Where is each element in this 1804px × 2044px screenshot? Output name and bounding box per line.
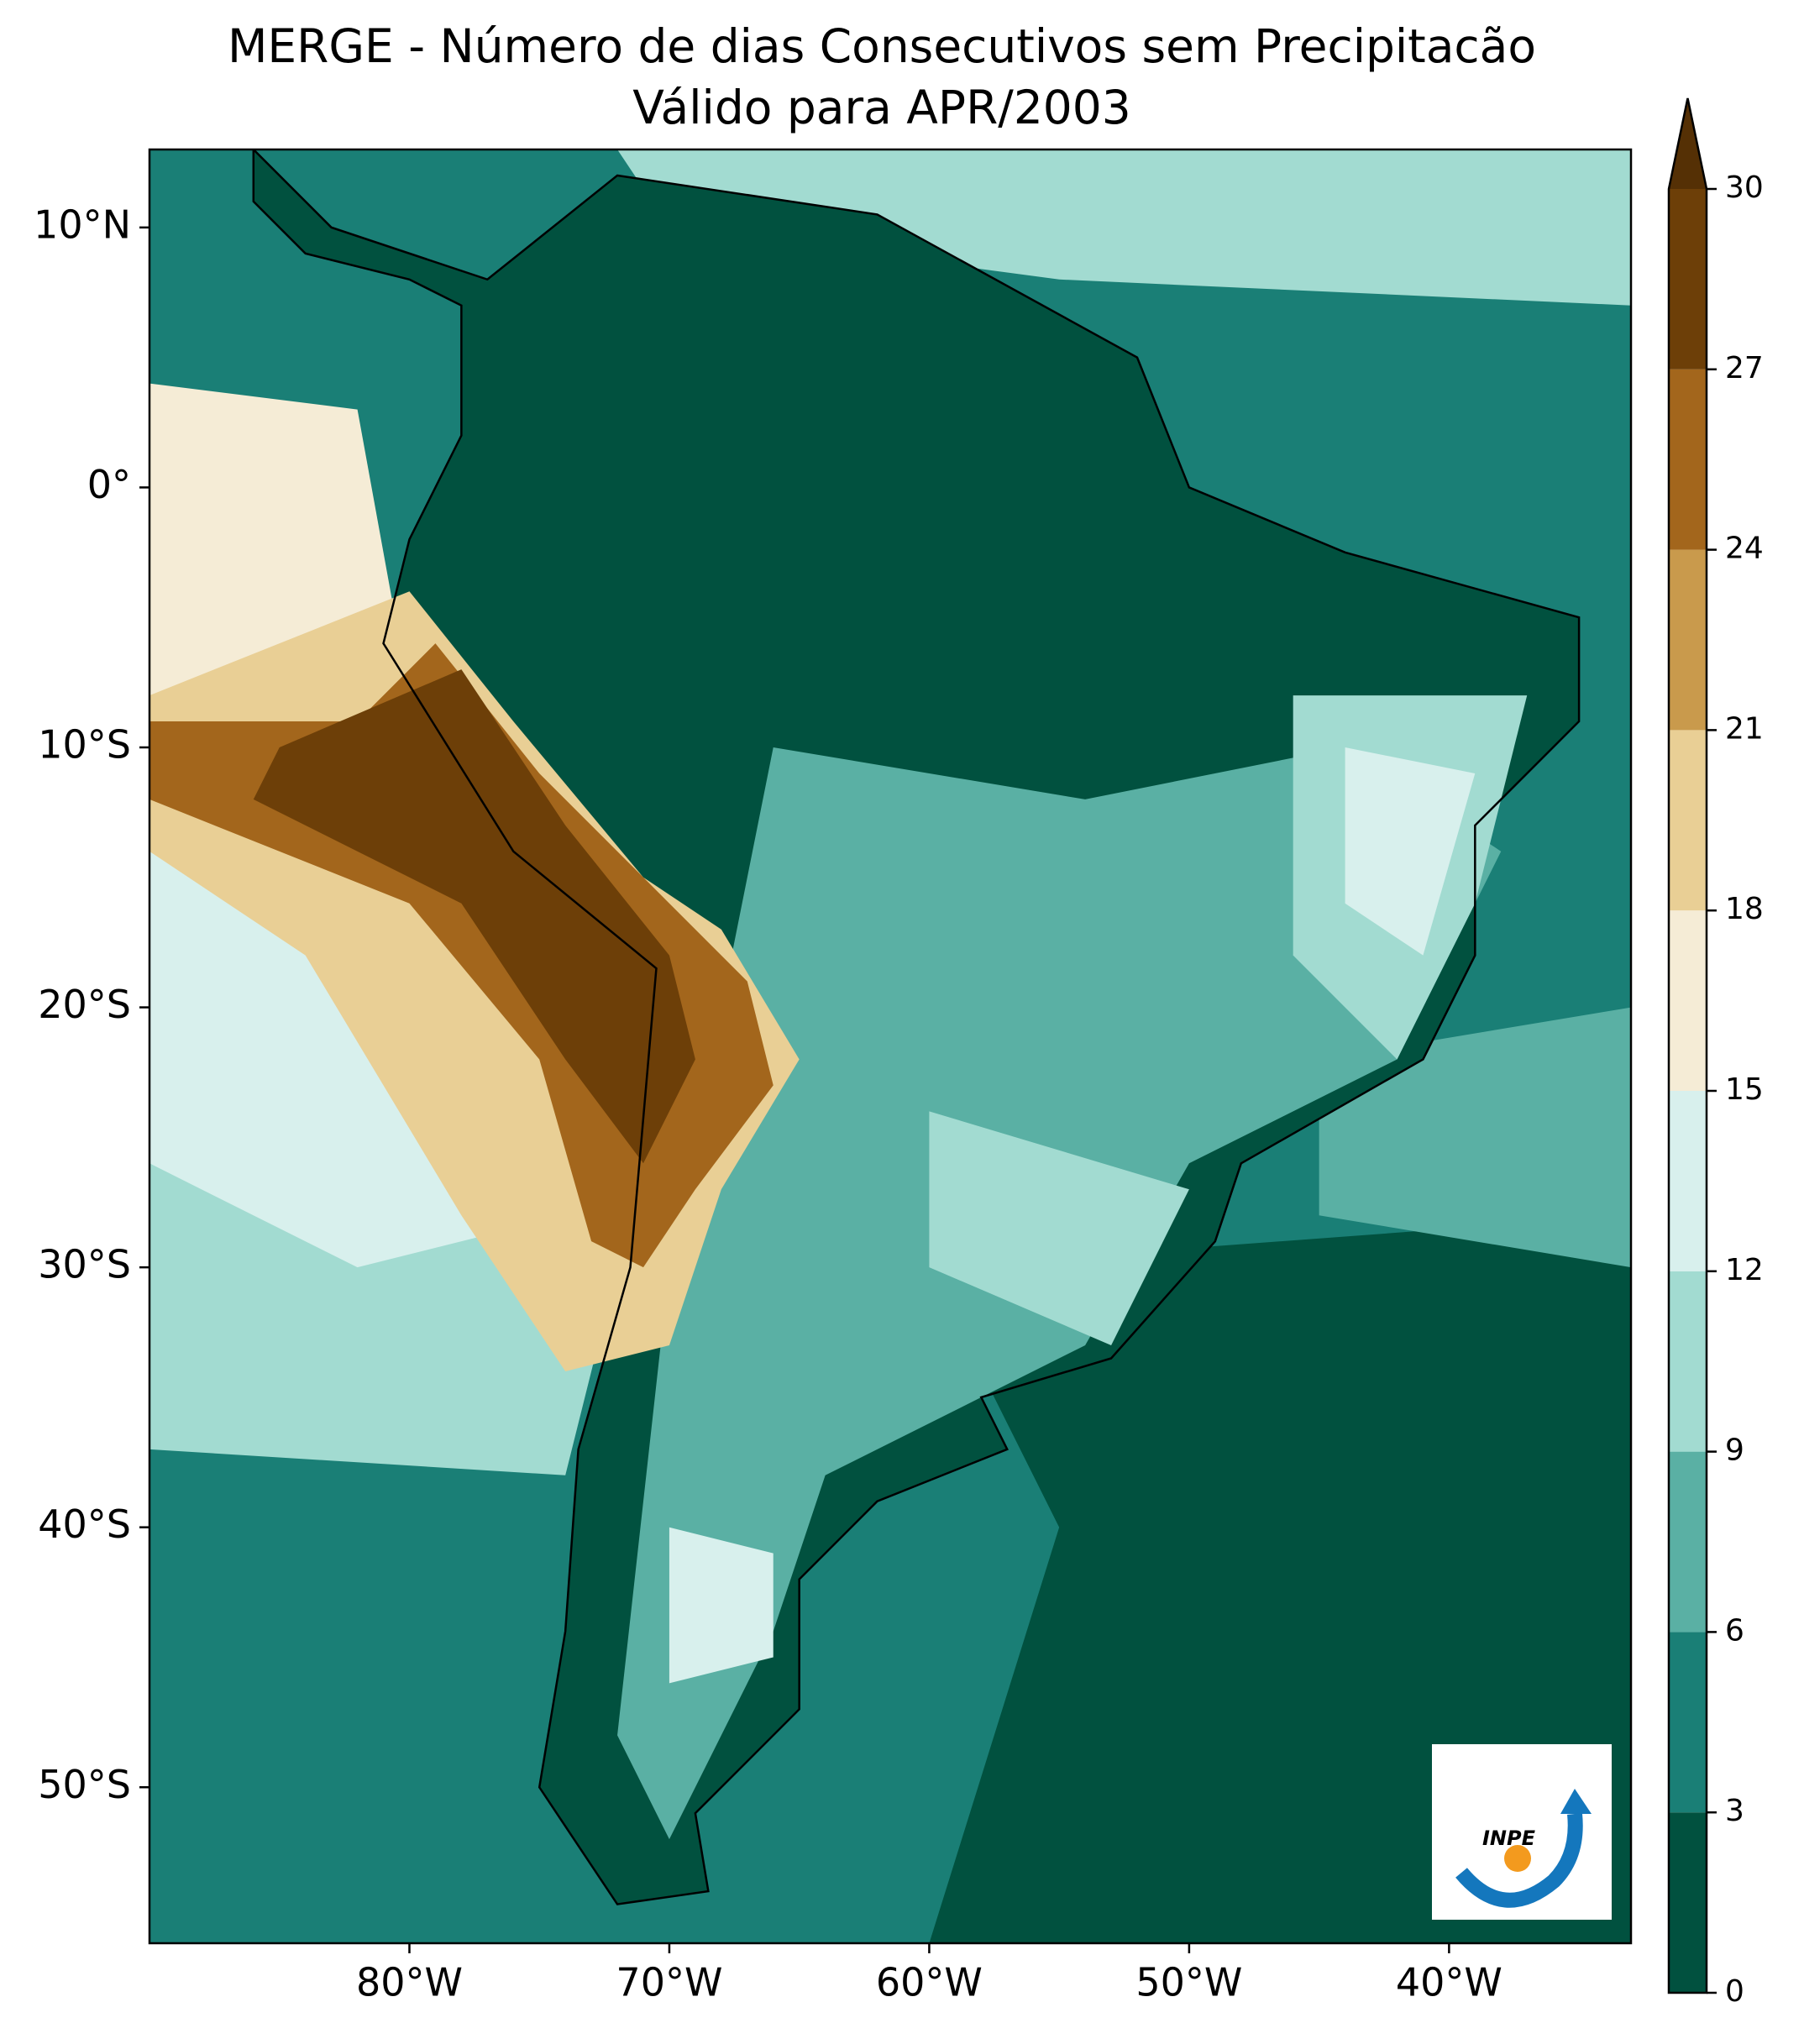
colorbar-frame [1667,97,1708,1994]
logo-arrow [1455,1813,1583,1908]
colorbar-tick-label: 12 [1725,1253,1764,1287]
north-ocean-light [617,149,1631,306]
x-tick-label: 80°W [356,1960,463,2005]
y-tick-label: 0° [87,462,131,507]
logo: INPE [1432,1744,1612,1920]
colorbar-segment [1669,1271,1707,1452]
colorbar-segment [1669,1812,1707,1993]
colorbar-segment [1669,189,1707,369]
northeast-pale [1345,747,1476,956]
colorbar-tick-label: 6 [1725,1613,1744,1648]
x-tick-label: 70°W [616,1960,722,2005]
colorbar-segment [1669,1632,1707,1813]
land-south-light [929,1111,1189,1345]
x-tick-label: 60°W [876,1960,983,2005]
andes-dark [253,669,695,1164]
colorbar-segment [1669,1091,1707,1271]
patagonia-pale [669,1527,774,1684]
logo-dot [1504,1845,1531,1872]
y-tick-label: 10°N [34,202,131,247]
colorbar-tick-label: 18 [1725,892,1764,926]
y-tick-label: 10°S [38,722,131,768]
y-tick-label: 30°S [38,1242,131,1287]
colorbar-tick-label: 30 [1725,170,1764,205]
colorbar-extend [1669,98,1707,189]
colorbar-segment [1669,910,1707,1091]
colorbar-segment [1669,1451,1707,1633]
colorbar-tick-label: 0 [1725,1974,1744,2009]
y-tick-label: 50°S [38,1762,131,1807]
colorbar-tick-label: 24 [1725,532,1764,566]
y-tick-label: 40°S [38,1502,131,1547]
map-area [149,149,1631,1943]
logo-text: INPE [1482,1826,1536,1850]
colorbar-tick-label: 9 [1725,1433,1744,1468]
chart-subtitle: Válido para APR/2003 [632,81,1131,134]
colorbar-tick-label: 21 [1725,711,1764,746]
y-tick-label: 20°S [38,982,131,1027]
x-tick-label: 40°W [1396,1960,1502,2005]
colorbar-tick-label: 27 [1725,351,1764,385]
x-tick-label: 50°W [1135,1960,1242,2005]
colorbar-tick-label: 15 [1725,1072,1764,1107]
colorbar-segment [1669,369,1707,550]
chart-title: MERGE - Número de dias Consecutivos sem … [228,19,1536,73]
colorbar-tick-label: 3 [1725,1794,1744,1828]
coastline [252,149,1581,1905]
colorbar-segment [1669,730,1707,911]
colorbar-segment [1669,549,1707,731]
logo-arrow-head [1560,1789,1592,1814]
map-frame [148,148,1633,1945]
